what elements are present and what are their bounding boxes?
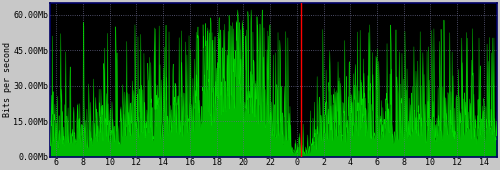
- Y-axis label: Bits per second: Bits per second: [3, 42, 12, 117]
